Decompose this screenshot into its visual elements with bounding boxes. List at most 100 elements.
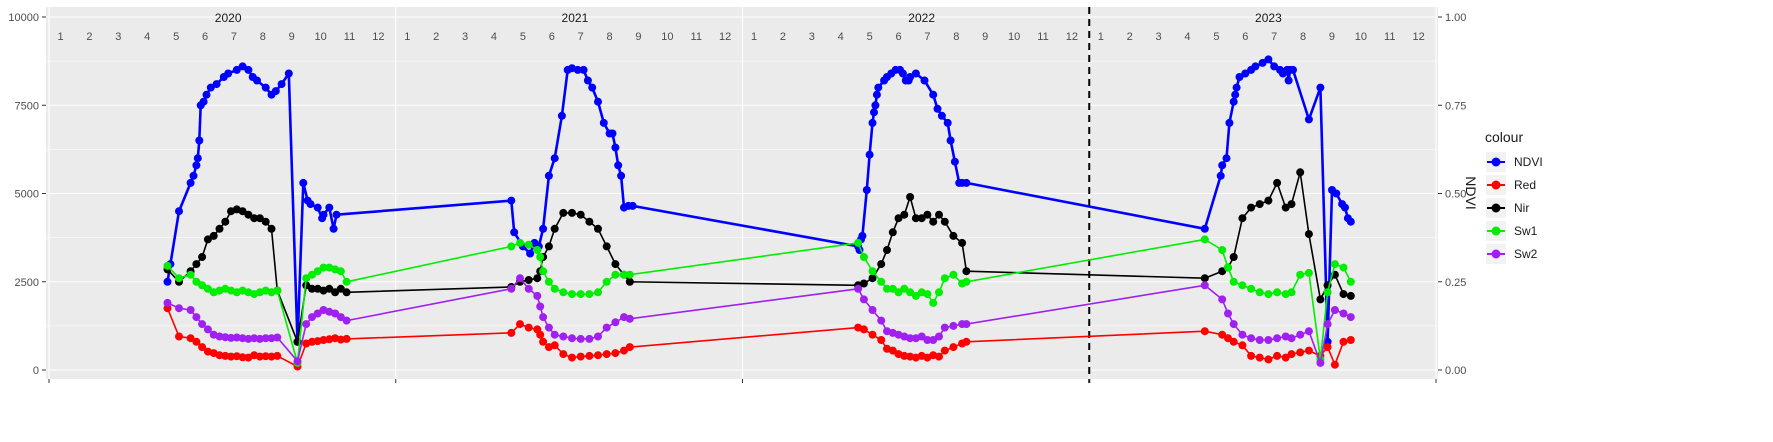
- data-point: [576, 290, 585, 299]
- data-point: [935, 288, 943, 297]
- data-point: [175, 304, 183, 313]
- data-point: [599, 118, 608, 127]
- data-point: [1273, 351, 1282, 360]
- data-point: [611, 143, 620, 152]
- data-point: [929, 336, 938, 344]
- data-point: [1200, 281, 1209, 290]
- month-label: 9: [289, 31, 295, 43]
- data-point: [342, 288, 351, 297]
- month-label: 8: [953, 31, 959, 43]
- data-point: [1200, 235, 1209, 244]
- month-label: 12: [372, 31, 384, 43]
- legend-key-point: [1491, 226, 1501, 236]
- data-point: [935, 352, 943, 361]
- month-label: 9: [1329, 31, 1335, 43]
- data-point: [244, 334, 253, 343]
- data-point: [949, 231, 958, 240]
- month-label: 3: [462, 31, 468, 43]
- data-point: [215, 351, 224, 360]
- legend-key-point: [1491, 180, 1501, 190]
- month-label: 7: [924, 31, 930, 43]
- data-point: [313, 267, 322, 276]
- data-point: [325, 284, 334, 293]
- data-point: [865, 150, 874, 159]
- legend-title: colour: [1485, 129, 1523, 145]
- data-point: [550, 330, 559, 339]
- month-label: 4: [838, 31, 844, 43]
- data-point: [906, 193, 915, 201]
- data-point: [192, 161, 201, 170]
- legend-item-sw1: Sw1: [1486, 221, 1538, 241]
- legend-label: Red: [1514, 178, 1536, 192]
- month-label: 3: [1156, 31, 1162, 43]
- data-point: [894, 214, 903, 223]
- legend-label: Sw1: [1514, 224, 1538, 238]
- data-point: [1287, 334, 1296, 343]
- data-point: [1238, 330, 1247, 339]
- month-label: 11: [1037, 31, 1048, 43]
- data-point: [232, 333, 241, 342]
- data-point: [900, 210, 909, 219]
- series-layer: [163, 55, 1355, 371]
- right-tick-label: 0.50: [1445, 189, 1466, 201]
- data-point: [313, 309, 322, 318]
- data-point: [550, 284, 559, 293]
- right-tick-label: 1.00: [1445, 12, 1466, 24]
- data-point: [602, 350, 611, 359]
- data-point: [576, 334, 585, 343]
- data-point: [261, 83, 270, 92]
- data-point: [1238, 281, 1247, 290]
- data-point: [238, 62, 247, 71]
- data-point: [933, 104, 942, 113]
- data-point: [1264, 196, 1273, 205]
- data-point: [544, 242, 553, 251]
- data-point: [261, 334, 270, 343]
- data-point: [325, 203, 334, 212]
- data-point: [1231, 90, 1240, 99]
- data-point: [308, 313, 316, 322]
- data-point: [608, 129, 617, 138]
- data-point: [1224, 334, 1232, 343]
- data-point: [192, 337, 201, 346]
- data-point: [1229, 277, 1238, 286]
- data-point: [911, 291, 920, 300]
- series-sw2: [163, 274, 1355, 367]
- data-point: [1296, 270, 1305, 279]
- data-point: [203, 325, 212, 334]
- data-point: [255, 214, 264, 223]
- data-point: [859, 295, 868, 304]
- month-label: 2: [86, 31, 92, 43]
- data-point: [232, 65, 241, 74]
- data-point: [1255, 336, 1264, 344]
- data-point: [1264, 336, 1273, 344]
- data-point: [198, 253, 207, 261]
- data-point: [602, 242, 611, 251]
- data-point: [620, 346, 628, 355]
- data-point: [1346, 217, 1355, 226]
- month-label: 5: [520, 31, 526, 43]
- data-point: [868, 267, 877, 276]
- data-point: [186, 334, 195, 343]
- month-label: 12: [719, 31, 731, 43]
- data-point: [1273, 334, 1282, 343]
- month-label: 4: [144, 31, 150, 43]
- month-label: 4: [491, 31, 497, 43]
- data-point: [1238, 341, 1247, 350]
- data-point: [940, 274, 949, 283]
- data-point: [336, 284, 345, 293]
- data-point: [189, 171, 198, 180]
- data-point: [1316, 83, 1325, 92]
- month-label: 5: [1213, 31, 1219, 43]
- month-label: 11: [691, 31, 702, 43]
- data-point: [267, 334, 276, 343]
- data-point: [507, 284, 516, 293]
- data-point: [1304, 230, 1313, 239]
- data-point: [1218, 267, 1227, 276]
- data-point: [336, 267, 345, 276]
- month-label: 2: [433, 31, 439, 43]
- data-point: [962, 277, 971, 286]
- data-point: [203, 284, 212, 293]
- data-point: [617, 171, 626, 180]
- data-point: [906, 334, 915, 343]
- data-point: [946, 136, 955, 145]
